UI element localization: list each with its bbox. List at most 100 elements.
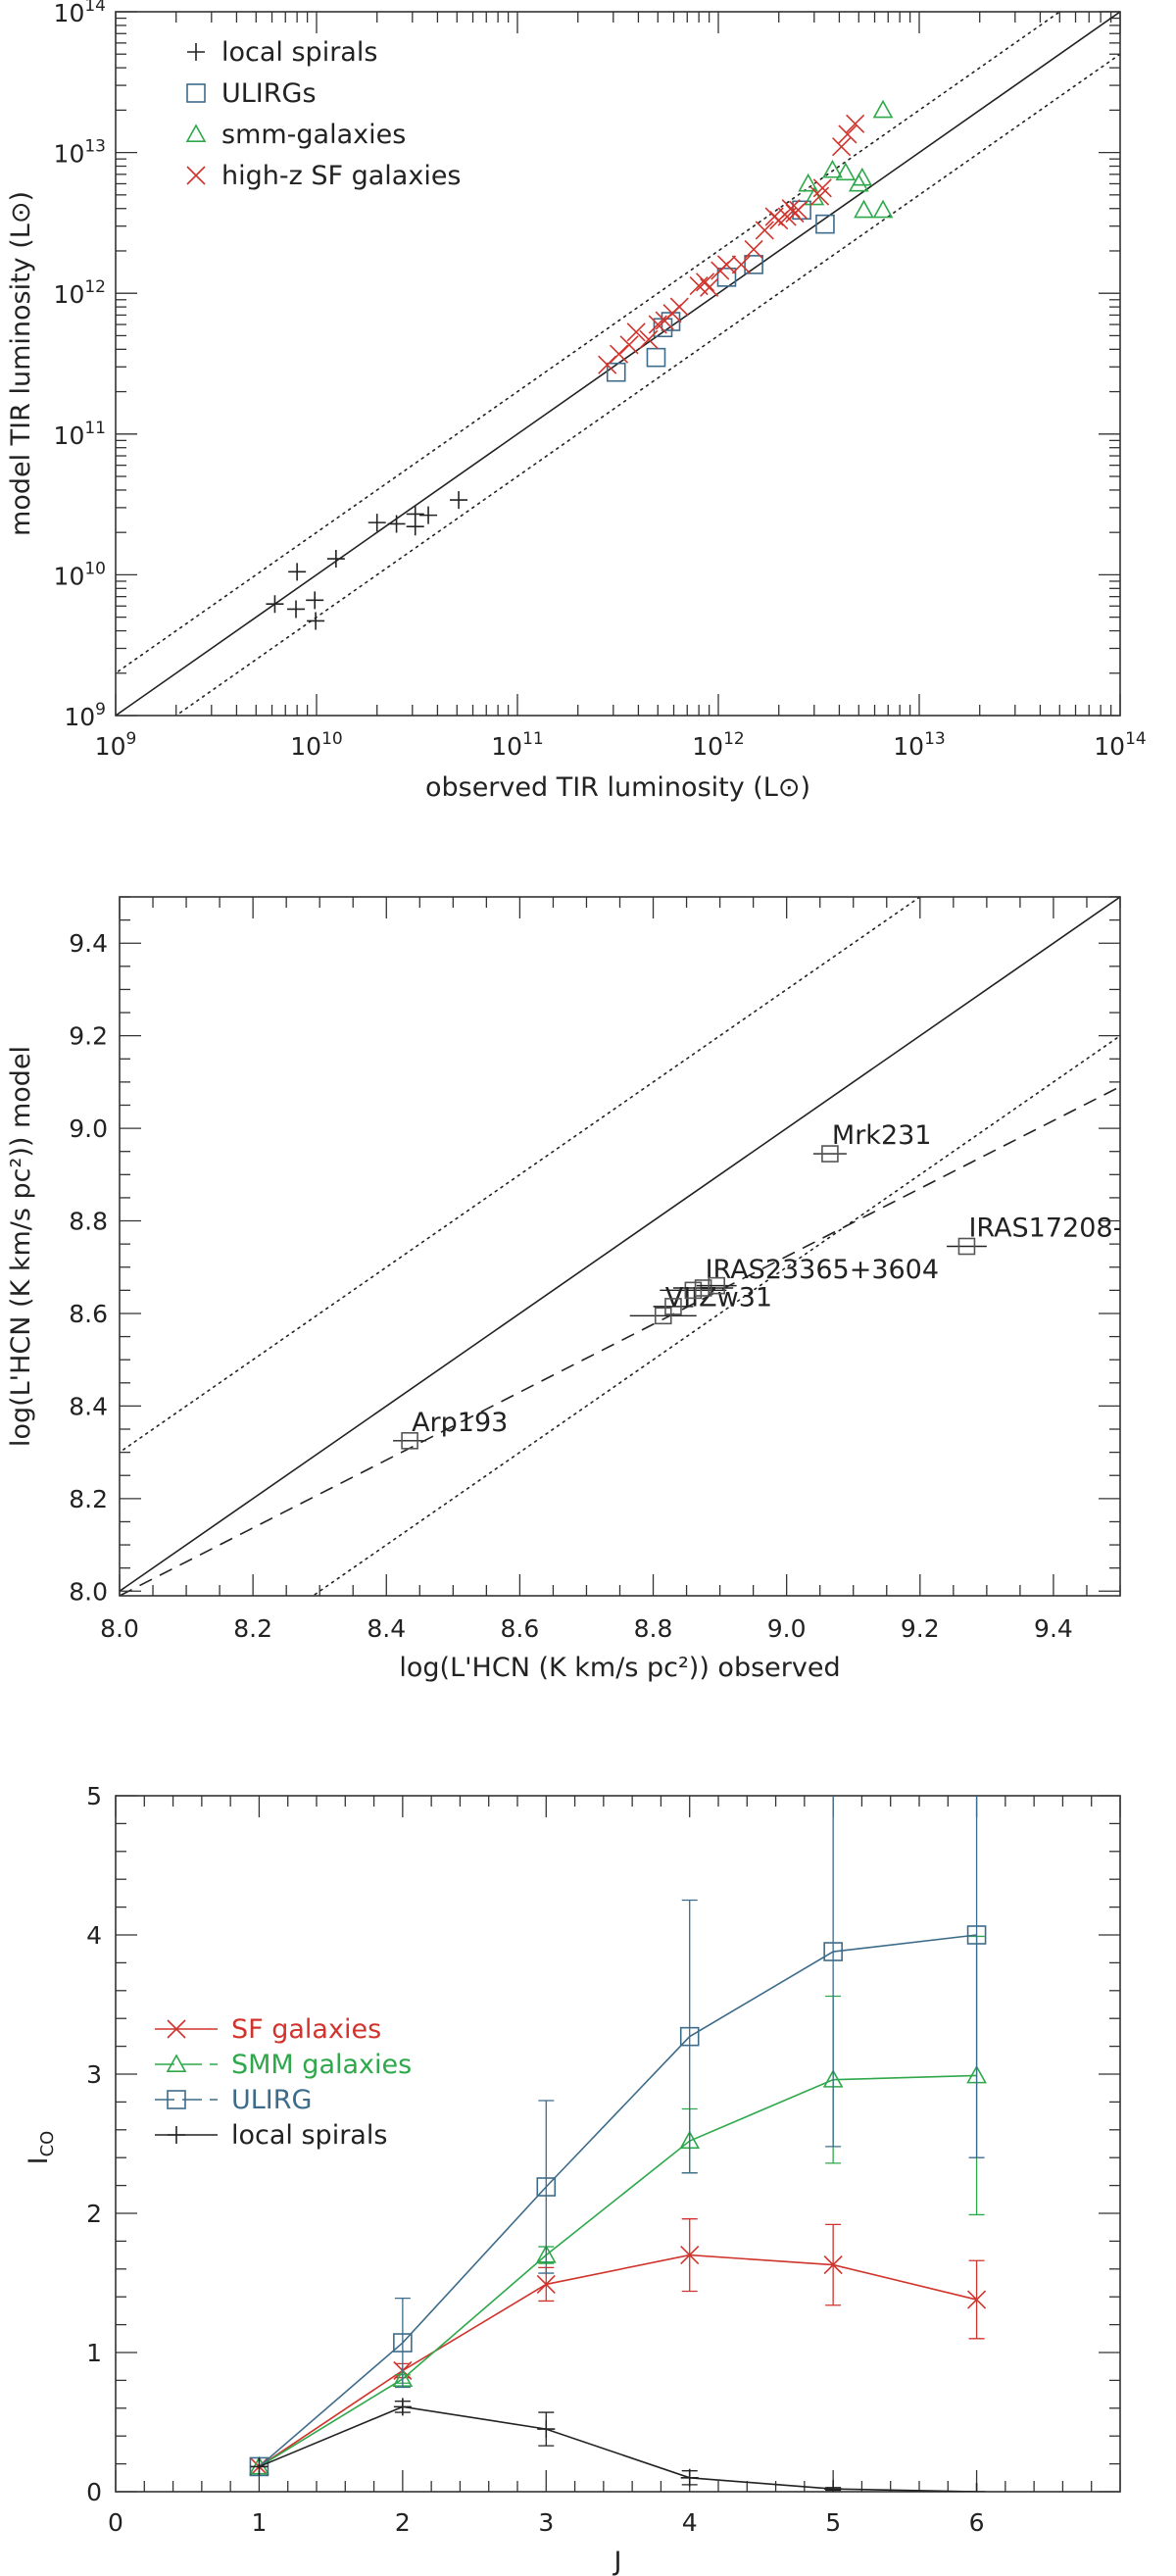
data-point [646, 347, 666, 368]
error-bar [394, 2297, 411, 2389]
data-point [450, 491, 468, 510]
axis-ticks [115, 11, 1121, 717]
co-ratio-panel: 0 1 2 3 4 5 6 0 1 2 3 4 5 SF galaxies SMM galaxies ULIR… [24, 1782, 1121, 2576]
legend-marker [185, 124, 207, 142]
series-square [249, 1796, 987, 2477]
data-point [626, 322, 646, 342]
data-point [846, 114, 865, 133]
x-tick-label: 8.6 [501, 1614, 540, 1643]
axis-ticks [119, 896, 1121, 1596]
x-tick-label: 1010 [290, 729, 342, 761]
series-plus [250, 2398, 986, 2492]
error-bar [681, 1899, 698, 2174]
data-point [536, 2274, 556, 2294]
data-point [700, 277, 719, 297]
y-axis-label: ICO [24, 2131, 58, 2165]
data-point [619, 335, 639, 355]
tir-luminosity-panel: 109 1010 1011 1012 1013 1014 109 1010 1011 1012 10… [6, 0, 1147, 803]
legend: SF galaxies SMM galaxies ULIRG local spiral… [155, 2014, 412, 2151]
data-point [812, 178, 832, 198]
legend-marker [167, 2019, 186, 2039]
x-tick-label: 6 [969, 2508, 985, 2537]
x-tick-label: 1011 [491, 729, 543, 761]
x-tick-label: 4 [682, 2508, 698, 2537]
point-label: IRAS17208-0014 [968, 1214, 1176, 1244]
data-point [731, 255, 751, 274]
data-point [536, 2177, 557, 2197]
data-point [368, 514, 386, 532]
x-tick-label: 8.0 [100, 1614, 139, 1643]
one-to-one-line [116, 12, 1120, 716]
data-point [401, 1432, 418, 1450]
data-point [823, 2254, 843, 2275]
y-tick-label: 1010 [54, 559, 106, 590]
data-point [696, 272, 715, 292]
series-line [259, 2405, 977, 2492]
data-point [744, 255, 763, 274]
factor-two-line [116, 12, 1061, 674]
plot-frame [115, 11, 1121, 717]
data-points: Arp193VIIZw31IRAS23365+3604Mrk231IRAS172… [393, 1120, 1176, 1450]
y-tick-label: 9.2 [69, 1022, 108, 1051]
data-point [835, 162, 857, 181]
legend-label: local spirals [231, 2120, 387, 2151]
legend-label: SMM galaxies [231, 2050, 412, 2080]
data-point [287, 600, 306, 619]
data-point [755, 221, 774, 240]
x-tick-label: 5 [825, 2508, 841, 2537]
data-point [822, 159, 843, 178]
plot-frame [119, 896, 1121, 1597]
data-point [815, 214, 835, 234]
y-tick-label: 2 [86, 2200, 102, 2228]
series-layer [249, 1796, 987, 2492]
y-tick-label: 109 [64, 700, 106, 731]
series-cross [249, 2218, 987, 2477]
y-tick-label: 8.6 [69, 1300, 108, 1328]
data-point [798, 173, 819, 192]
x-tick-label: 1014 [1094, 729, 1146, 761]
data-point [406, 518, 424, 536]
y-tick-label: 0 [86, 2478, 102, 2506]
data-point [288, 563, 307, 581]
y-tick-label: 5 [86, 1782, 102, 1810]
x-tick-label: 3 [538, 2508, 554, 2537]
data-point [679, 2026, 700, 2047]
error-bar [538, 2100, 555, 2274]
data-point [872, 199, 894, 219]
x-tick-label: 1 [251, 2508, 267, 2537]
point-label: Arp193 [412, 1408, 508, 1438]
data-point [823, 1942, 843, 1961]
x-tick-label: 109 [95, 729, 137, 761]
data-point [854, 199, 874, 219]
x-tick-label: 8.4 [367, 1614, 406, 1643]
legend-label: local spirals [221, 37, 377, 68]
series-line [259, 2074, 977, 2468]
data-point [684, 1281, 703, 1300]
legend: local spirals ULIRGs smm-galaxies high-z SF… [185, 37, 462, 191]
data-point [716, 268, 737, 287]
y-tick-label: 8.4 [69, 1392, 108, 1420]
x-axis-label: J [612, 2547, 622, 2576]
data-point [744, 239, 763, 259]
y-axis-label: log(L'HCN (K km/s pc²)) model [6, 1046, 36, 1447]
data-point [393, 2398, 412, 2416]
data-point [694, 1279, 712, 1297]
data-point [306, 591, 324, 610]
data-point [537, 2420, 556, 2439]
data-point [832, 137, 852, 157]
y-tick-label: 9.4 [69, 929, 108, 958]
data-point [966, 1925, 987, 1945]
y-tick-label: 1012 [54, 277, 106, 309]
data-point [785, 204, 805, 223]
x-tick-label: 9.4 [1034, 1614, 1073, 1643]
lower-offset-line [311, 1034, 1120, 1596]
data-point [824, 2480, 843, 2492]
one-to-one-line [120, 897, 1120, 1593]
series-plus [266, 491, 468, 630]
legend-marker [186, 83, 206, 103]
data-point [680, 2468, 699, 2487]
data-point [957, 1237, 976, 1256]
legend-marker [167, 2090, 186, 2109]
legend-label: SF galaxies [231, 2014, 381, 2045]
error-bar [968, 1796, 985, 2158]
